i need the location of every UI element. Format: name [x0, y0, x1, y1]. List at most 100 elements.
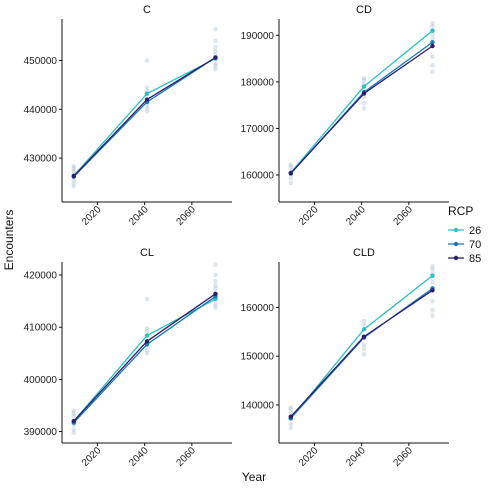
panel-cld-ensemble-point: [288, 407, 294, 412]
legend-entry-label: 85: [469, 253, 481, 265]
panel-cd-y-tick-label: 170000: [241, 124, 275, 135]
panel-cl-series-point-rcp85: [144, 339, 150, 344]
panel-cld-y-tick-label: 150000: [241, 352, 275, 363]
panel-cl-x-tick-label: 2040: [127, 445, 151, 469]
panel-c: C 430000 440000 450000 2020 2040 2060: [24, 4, 232, 228]
panel-cl-ensemble-point: [213, 301, 218, 307]
panel-cld-ensemble-point: [361, 342, 367, 348]
panel-cld-ensemble-point: [430, 264, 435, 269]
panel-cd-y-tick-label: 180000: [241, 77, 275, 88]
panel-cld-ensemble-point: [361, 318, 367, 324]
panel-c-ensemble-point: [213, 26, 218, 32]
panel-cl-y-tick-label: 400000: [24, 375, 58, 386]
panel-cld-series-point-rcp85: [361, 334, 367, 339]
panel-cd-ensemble-point: [361, 106, 367, 111]
panel-c-series-line-rcp70: [73, 57, 216, 178]
panel-cd-series-point-rcp70: [430, 40, 435, 45]
panel-cd-series-line-rcp26: [290, 30, 433, 174]
panel-cld-ensemble-point: [430, 279, 435, 285]
legend-entry-label: 26: [469, 225, 481, 237]
panel-cld-ensemble-point: [430, 267, 435, 272]
panel-cld-title: CLD: [353, 247, 375, 259]
panel-c-ensemble-point: [71, 164, 77, 169]
panel-c-series-line-rcp26: [73, 57, 216, 177]
panel-cd-x-tick-label: 2020: [297, 204, 321, 228]
panel-cd-ensemble-point: [288, 180, 294, 186]
panel-cld-ensemble-point: [430, 298, 435, 304]
panel-c-y-tick-label: 430000: [24, 154, 58, 165]
panel-cld-ensemble-point: [361, 322, 367, 328]
panel-cl-x-tick-label: 2060: [174, 445, 198, 469]
panel-c-ensemble-point: [71, 166, 77, 171]
panel-c-ensemble-point: [213, 45, 218, 50]
panel-c-ensemble-point: [213, 66, 218, 72]
panel-cd-series-point-rcp85: [430, 43, 435, 49]
panel-cl-title: CL: [140, 247, 154, 259]
panel-cld-series-line-rcp85: [290, 289, 433, 418]
panel-cd-series-point-rcp85: [288, 170, 294, 176]
panel-cd-ensemble-point: [430, 36, 435, 41]
panel-c-ensemble-point: [213, 38, 218, 44]
panel-cd-series-point-rcp26: [430, 28, 435, 33]
x-axis-title: Year: [242, 470, 266, 484]
panel-cd-ensemble-point: [430, 62, 435, 68]
panel-c-ensemble-point: [71, 184, 77, 189]
panel-c-y-tick-label: 440000: [24, 105, 58, 116]
panel-cld-ensemble-point: [361, 351, 367, 357]
panel-cl-ensemble-point: [213, 272, 218, 278]
panel-c-x-tick-label: 2020: [80, 204, 104, 228]
panel-cl-series-point-rcp85: [213, 291, 218, 297]
panel-cld: CLD 140000 150000 160000 2020 2040 2060: [241, 247, 449, 469]
panel-cd-ensemble-point: [430, 20, 435, 26]
panel-cd-x-tick-label: 2060: [391, 204, 415, 228]
panel-cld-series-point-rcp85: [430, 288, 435, 293]
panel-cld-y-tick-label: 160000: [241, 303, 275, 314]
panel-cld-ensemble-point: [288, 421, 294, 427]
panel-cd-ensemble-point: [430, 54, 435, 60]
legend-title: RCP: [448, 204, 473, 218]
panel-cl-series-line-rcp85: [73, 293, 216, 422]
panel-c-series-point-rcp85: [71, 173, 77, 179]
panel-cld-ensemble-point: [288, 410, 294, 416]
panel-cd-series-line-rcp70: [290, 41, 433, 175]
panel-cl-ensemble-point: [71, 413, 77, 419]
panel-c-x-tick-label: 2060: [174, 204, 198, 228]
panel-cld-x-tick-label: 2040: [344, 445, 368, 469]
panel-cl-ensemble-point: [213, 305, 218, 310]
panel-cl-ensemble-point: [213, 283, 218, 288]
panel-cl-ensemble-point: [144, 347, 150, 353]
panel-cld-y-tick-label: 140000: [241, 400, 275, 411]
panel-cl-ensemble-point: [71, 410, 77, 416]
panel-cl-y-tick-label: 390000: [24, 427, 58, 438]
panel-cl-ensemble-point: [71, 430, 77, 435]
panel-c-series-point-rcp26: [144, 91, 150, 96]
panel-c-ensemble-point: [144, 85, 150, 91]
legend-entry-label: 70: [469, 239, 481, 251]
panel-cl-ensemble-point: [71, 427, 77, 432]
panel-cd-series-line-rcp85: [290, 45, 433, 174]
panel-cd-series-point-rcp85: [361, 91, 367, 96]
panels-layer: C 430000 440000 450000 2020 2040 2060 CD 160000 1…: [24, 4, 449, 469]
panel-cd-y-tick-label: 160000: [241, 170, 275, 181]
panel-c-ensemble-point: [213, 48, 218, 54]
legend-key-point: [453, 227, 459, 233]
panel-c-series-point-rcp85: [213, 55, 218, 60]
panel-c-ensemble-point: [144, 58, 150, 63]
panel-cld-ensemble-point: [288, 405, 294, 410]
panel-c-series-point-rcp85: [144, 97, 150, 102]
panel-cl-y-tick-label: 410000: [24, 323, 58, 334]
panel-cld-ensemble-point: [288, 425, 294, 431]
panel-cd-ensemble-point: [430, 32, 435, 37]
panel-c-ensemble-point: [71, 177, 77, 183]
panel-c-ensemble-point: [71, 168, 77, 174]
panel-cd-ensemble-point: [430, 24, 435, 29]
panel-cd-ensemble-point: [430, 69, 435, 74]
panel-cd-ensemble-point: [361, 78, 367, 83]
panel-cl-y-tick-label: 420000: [24, 271, 58, 282]
panel-cl-ensemble-point: [213, 278, 218, 284]
panel-cd: CD 160000 170000 180000 190000 2020 2040 2060: [241, 4, 449, 228]
panel-cd-y-tick-label: 190000: [241, 31, 275, 42]
panel-cd-title: CD: [356, 4, 372, 16]
panel-cl-series-line-rcp70: [73, 295, 216, 424]
